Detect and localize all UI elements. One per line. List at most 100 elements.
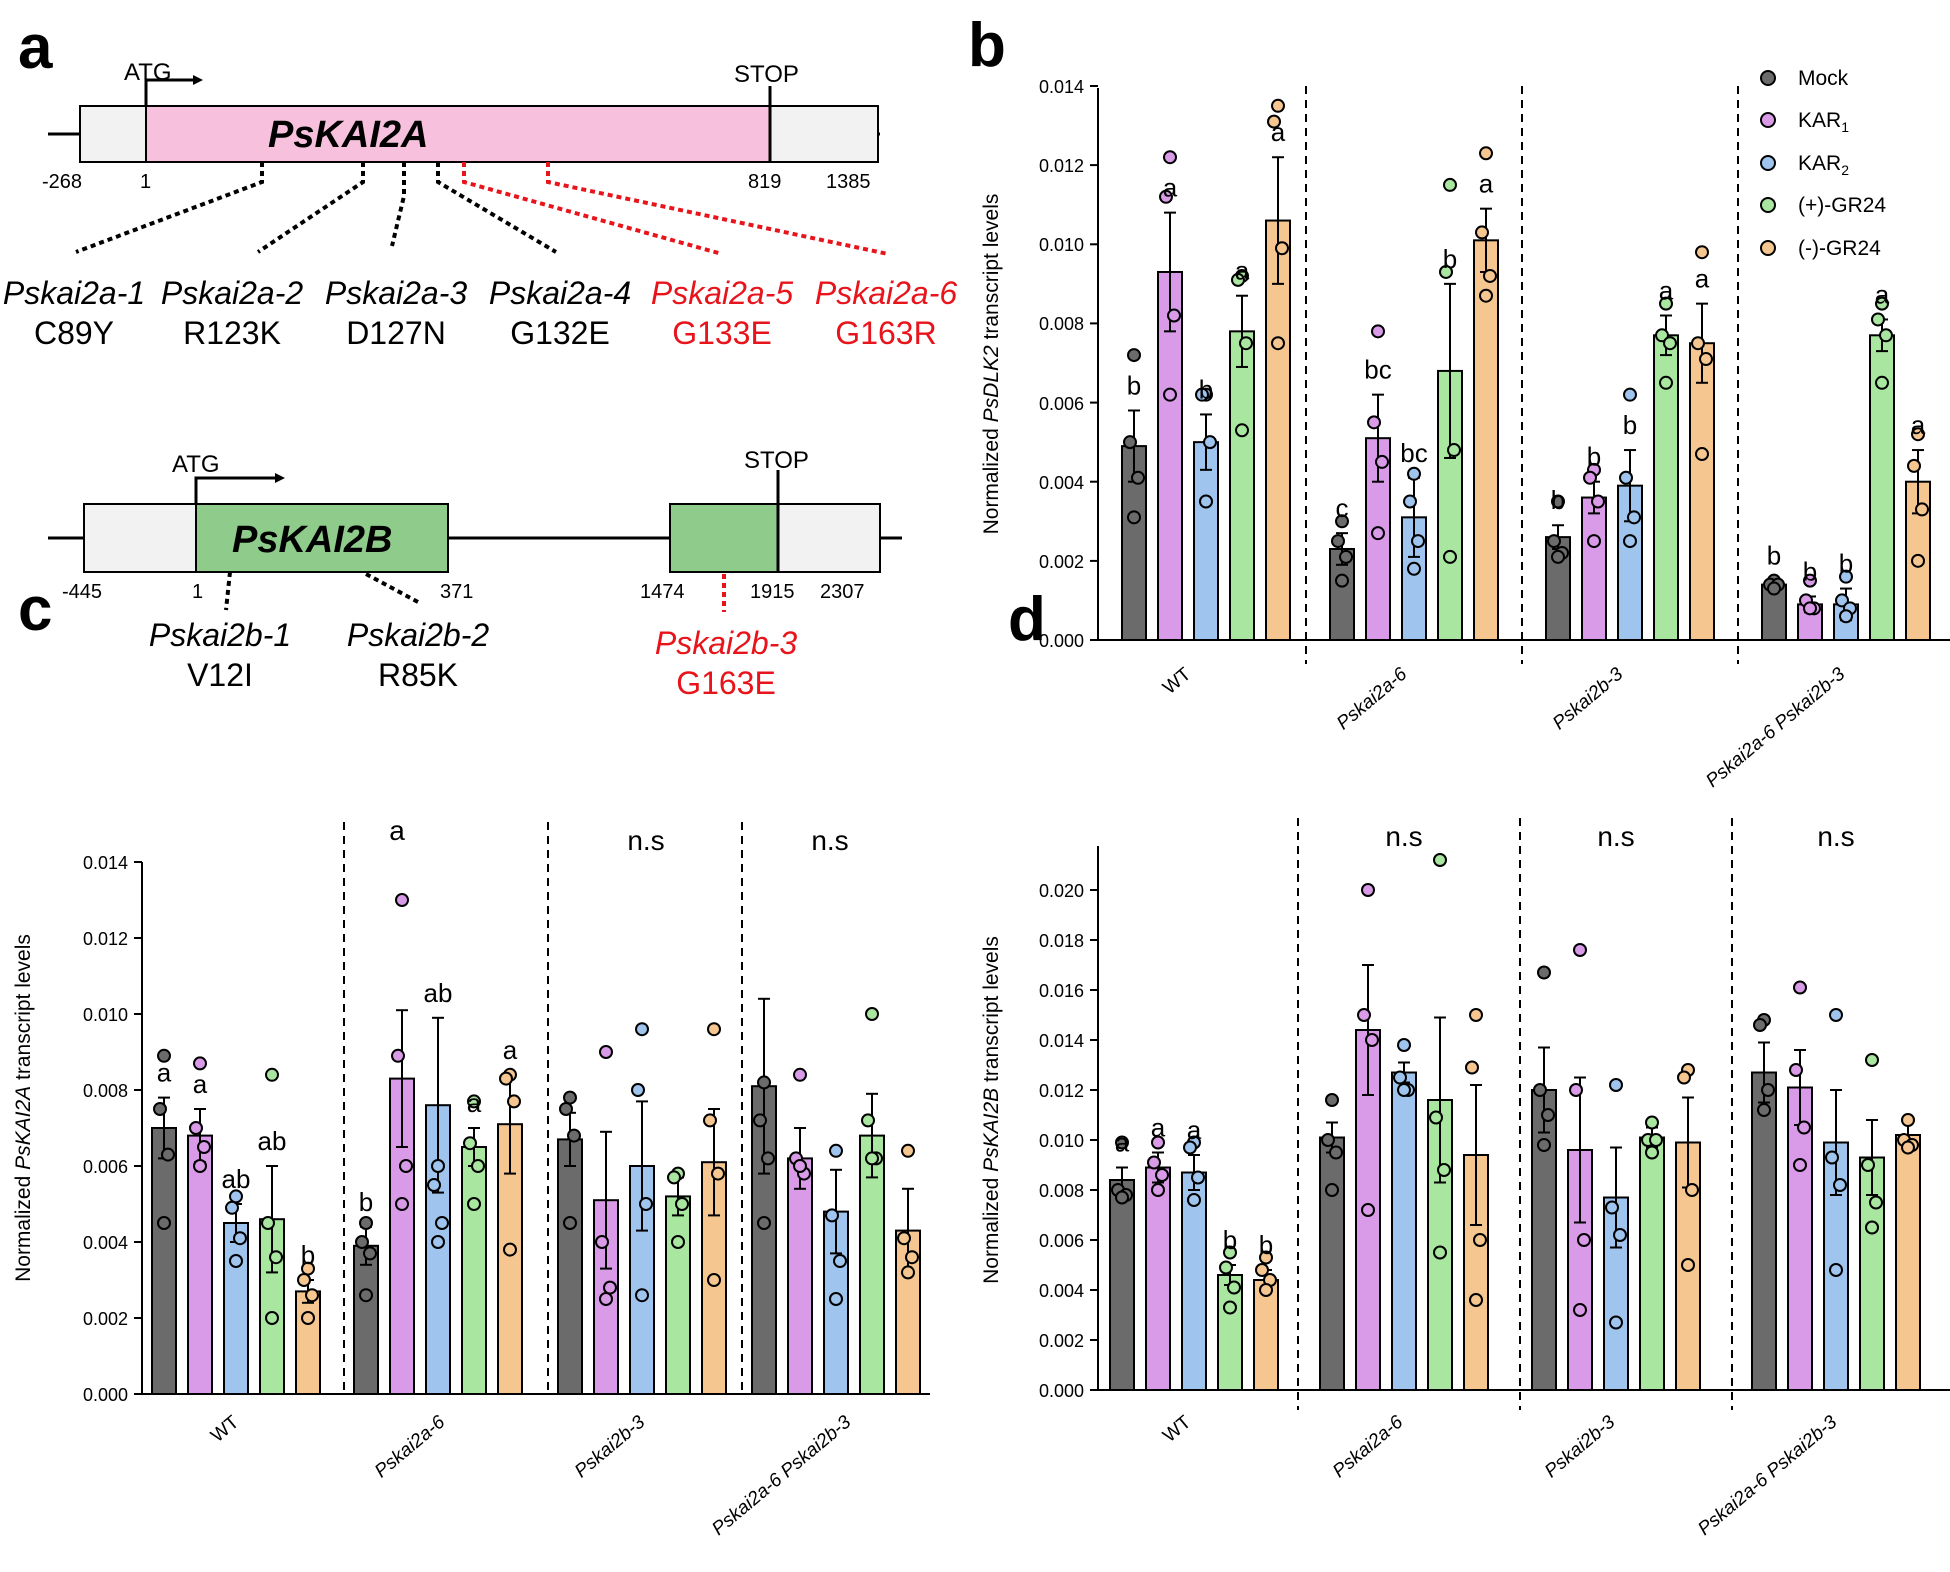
chart-c-ytick-label-6: 0.012 — [83, 929, 128, 949]
chart-b-kai2b3-mgr24-point — [1691, 336, 1705, 351]
chart-c-kai2a6-kar1-point — [395, 1197, 409, 1211]
chart-d-note-double: n.s — [1817, 821, 1854, 852]
chart-c-kai2a6-kar1-point — [395, 893, 409, 907]
chart-b-ytick-6: 0.012 — [1039, 156, 1098, 176]
chart-d-kai2b3-mock-bar — [1531, 1089, 1557, 1391]
chart-d-ytick-label-8: 0.016 — [1039, 981, 1084, 1001]
allele-a1-mut: C89Y — [34, 315, 114, 351]
chart-c-ytick-4: 0.008 — [83, 1081, 142, 1101]
chart-b-xlabel-double: Pskai2a-6 Pskai2b-3 — [1702, 663, 1849, 791]
chart-d-double-pgr24-point — [1865, 1053, 1879, 1067]
chart-b-legend: Mock KAR1 KAR2 (+)-GR24 (-)-GR24 — [1760, 67, 1886, 260]
chart-d-double-kar1-point — [1793, 1158, 1807, 1172]
chart-b-wt-mock-point — [1123, 435, 1137, 450]
chart-d-kai2a6-kar1-point — [1365, 1033, 1379, 1047]
mut-line-b2 — [365, 572, 419, 604]
legend-item-kar1: KAR1 — [1760, 109, 1849, 135]
gene1-pos-end: 1385 — [826, 171, 871, 193]
gene2-name: PsKAI2B — [232, 519, 393, 561]
chart-b-double-pgr24-point — [1871, 312, 1885, 327]
chart-b-wt-mgr24-point — [1271, 98, 1285, 113]
chart-c-wt-mgr24-point — [305, 1288, 319, 1303]
chart-b-double-kar2-point — [1839, 569, 1853, 584]
chart-c-kai2a6-mock-point — [359, 1288, 373, 1303]
chart-d-ytick-0: 0.000 — [1039, 1381, 1098, 1401]
chart-c-double-mock-point — [753, 1113, 767, 1128]
allele-a5-mut: G133E — [672, 315, 772, 351]
chart-b-xlabel-kai2a6: Pskai2a-6 — [1333, 663, 1412, 734]
chart-c-kai2a6-mock-point — [355, 1235, 369, 1249]
gene2-pos-start: -445 — [62, 581, 102, 603]
chart-c-kai2a6-mock-significance-label: b — [359, 1187, 373, 1217]
gene2-3utr — [777, 503, 881, 573]
chart-b-kai2a6-mgr24-point — [1483, 268, 1497, 283]
chart-d-ytick-5: 0.010 — [1039, 1131, 1098, 1151]
chart-b-kai2a6-mgr24-point — [1479, 288, 1493, 303]
chart-d-kai2b3-kar1-point — [1573, 1303, 1587, 1317]
chart-d-wt-pgr24-bar — [1217, 1274, 1243, 1391]
chart-c-wt-mock-point — [153, 1102, 167, 1116]
chart-c-ytick-0: 0.000 — [83, 1385, 142, 1405]
chart-d-wt-kar2-point — [1191, 1170, 1205, 1185]
chart-d-double-mgr24-point — [1901, 1113, 1915, 1127]
chart-d-kai2b3-kar1-point — [1569, 1083, 1583, 1097]
allele-a2-mut: R123K — [183, 315, 281, 351]
chart-c-wt-mock-bar — [151, 1127, 177, 1395]
gene1-atg-label: ATG — [124, 59, 172, 86]
chart-b-ytick-label-6: 0.012 — [1039, 156, 1084, 176]
gene1-pos-atg: 1 — [140, 171, 151, 193]
allele-a3-name: Pskai2a-3 — [325, 275, 468, 311]
chart-d-double-mgr24-bar — [1895, 1134, 1921, 1391]
chart-b-wt-kar1-bar — [1157, 270, 1183, 641]
chart-d-kai2a6-mock-point — [1325, 1183, 1339, 1197]
chart-c-ytick-label-2: 0.004 — [83, 1233, 128, 1253]
chart-b-kai2a6-mgr24-point — [1475, 225, 1489, 240]
chart-d-wt-kar2-point — [1187, 1193, 1201, 1207]
chart-c-wt-pgr24-point — [269, 1250, 283, 1265]
chart-d-kai2a6-mgr24-point — [1469, 1293, 1483, 1307]
chart-c-note-kai2a6: a — [389, 815, 405, 846]
chart-d-ytick-label-6: 0.012 — [1039, 1081, 1084, 1101]
chart-d-ytick-2: 0.004 — [1039, 1281, 1098, 1301]
chart-b-double-kar1-point — [1803, 601, 1817, 616]
chart-b-kai2a6-kar1-point — [1371, 526, 1385, 541]
chart-c-kai2a6-mock-point — [359, 1216, 373, 1230]
chart-d-double-kar1-point — [1793, 980, 1807, 995]
chart-d-double-mgr24-point — [1901, 1140, 1915, 1155]
chart-d-kai2b3-kar2-point — [1605, 1200, 1619, 1215]
chart-d-kai2a6-pgr24-point — [1433, 1245, 1447, 1260]
chart-d-ytick-label-1: 0.002 — [1039, 1331, 1084, 1351]
chart-c-kai2a6-pgr24-point — [467, 1094, 481, 1109]
chart-d-double-kar2-point — [1825, 1150, 1839, 1165]
chart-d-ytick-label-5: 0.010 — [1039, 1131, 1084, 1151]
chart-c-double-kar2-point — [833, 1254, 847, 1268]
chart-b-kai2b3-mgr24-bar — [1689, 342, 1715, 641]
chart-c-ytick-label-7: 0.014 — [83, 853, 128, 873]
chart-b-kai2b3-kar2-point — [1623, 387, 1637, 402]
chart-c-ytick-5: 0.010 — [83, 1005, 142, 1025]
chart-b-kai2b3-mock-point — [1551, 549, 1565, 564]
chart-b-kai2b3-pgr24-significance-label: a — [1659, 276, 1674, 306]
chart-c-kai2a6-mock-bar — [353, 1244, 379, 1396]
gene1-pos-stop: 819 — [748, 171, 781, 193]
chart-b-ytick-label-2: 0.004 — [1039, 473, 1084, 493]
allele-b3-name: Pskai2b-3 — [655, 625, 798, 661]
chart-c-wt-mgr24-significance-label: b — [301, 1240, 315, 1270]
chart-d-ytick-label-2: 0.004 — [1039, 1281, 1084, 1301]
gene2-pos-stop: 1915 — [750, 581, 795, 603]
chart-c-kai2b3-pgr24-point — [667, 1170, 681, 1185]
chart-c-ylabel: Normalized PsKAI2A transcript levels — [12, 934, 35, 1282]
chart-b-double-mgr24-point — [1915, 502, 1929, 517]
chart-d-kai2a6-pgr24-point — [1429, 1110, 1443, 1125]
chart-b-ytick-4: 0.008 — [1039, 314, 1098, 334]
gene2-5utr — [83, 503, 197, 573]
chart-c-kai2a6-mgr24-point — [499, 1071, 513, 1086]
chart-d-wt-kar1-point — [1151, 1183, 1165, 1197]
chart-c-kai2b3-mgr24-point — [703, 1113, 717, 1128]
chart-b-wt-kar1-significance-label: a — [1163, 173, 1178, 203]
chart-b-kai2b3-kar1-bar — [1581, 496, 1607, 641]
chart-b-ytick-5: 0.010 — [1039, 235, 1098, 255]
allele-b2-name: Pskai2b-2 — [347, 617, 490, 653]
chart-d-kai2b3-mock-point — [1537, 1138, 1551, 1152]
chart-c-kai2a6-mock-point — [363, 1246, 377, 1261]
